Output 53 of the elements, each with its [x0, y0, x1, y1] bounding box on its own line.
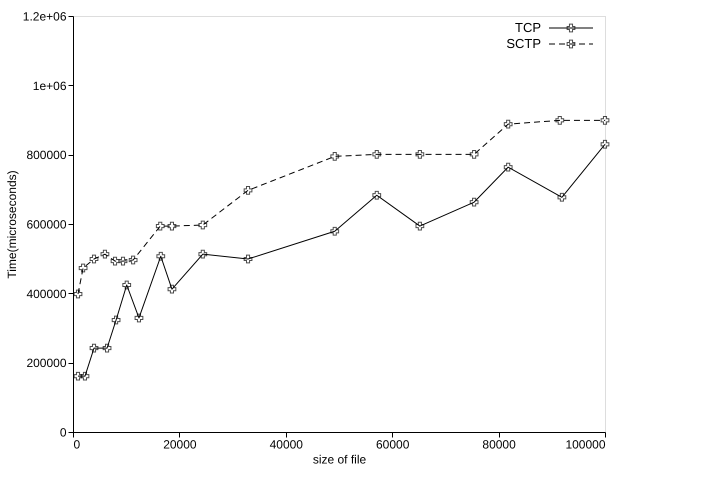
y-axis-title: Time(microseconds)	[4, 170, 19, 279]
point	[90, 254, 98, 264]
x-axis-title: size of file	[312, 452, 366, 466]
x-tick-label: 80000	[482, 438, 516, 452]
point	[168, 222, 176, 230]
point	[112, 316, 120, 324]
point	[110, 256, 120, 266]
y-tick-label: 0	[60, 426, 67, 440]
legend-label: TCP	[515, 20, 541, 35]
point	[74, 290, 82, 298]
point	[330, 152, 340, 161]
point	[156, 252, 166, 261]
y-tick-label: 400000	[26, 286, 67, 301]
point	[600, 140, 610, 149]
point	[198, 250, 208, 259]
y-tick-label: 600000	[26, 218, 67, 232]
point	[156, 222, 165, 230]
point	[128, 256, 138, 264]
x-tick-label: 100000	[565, 438, 606, 452]
point	[558, 192, 566, 202]
legend-label: SCTP	[506, 36, 541, 51]
point	[168, 284, 176, 294]
point	[372, 190, 382, 200]
point	[504, 162, 513, 172]
point	[470, 150, 478, 159]
point	[372, 150, 382, 159]
point	[80, 372, 90, 381]
y-tick-label: 1e+06	[32, 78, 67, 93]
point	[244, 254, 252, 264]
y-tick-label: 1.2e+06	[22, 10, 67, 24]
point	[74, 372, 82, 381]
point	[470, 198, 478, 207]
point	[244, 186, 252, 195]
x-tick-label: 60000	[376, 438, 410, 452]
point	[90, 344, 98, 352]
point	[600, 116, 610, 125]
point	[118, 256, 128, 266]
point	[100, 250, 110, 259]
point	[78, 264, 88, 272]
point	[330, 226, 340, 236]
point	[198, 220, 208, 230]
point	[415, 222, 424, 230]
point	[415, 150, 424, 159]
y-tick-label: 800000	[26, 148, 67, 162]
point	[102, 344, 112, 352]
x-tick-label: 40000	[270, 438, 304, 452]
x-tick-label: 0	[74, 438, 80, 452]
point	[134, 314, 144, 322]
point	[555, 116, 564, 125]
y-tick-label: 200000	[26, 356, 67, 370]
x-tick-label: 20000	[163, 438, 197, 452]
point	[504, 120, 513, 129]
point	[122, 280, 132, 290]
